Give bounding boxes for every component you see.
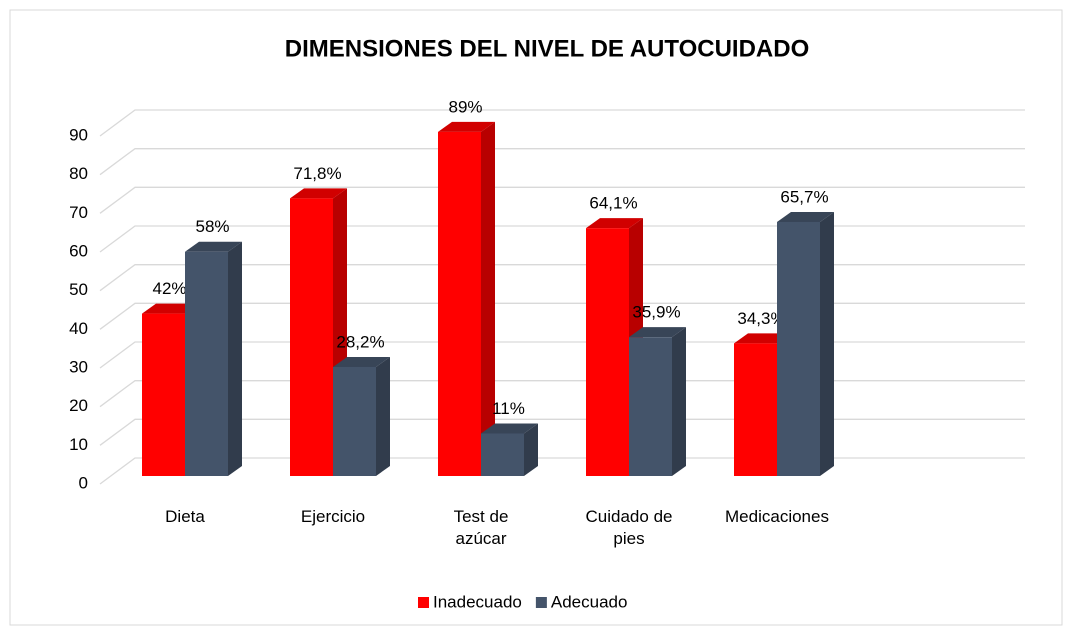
- x-tick-label: Test de azúcar: [453, 507, 509, 548]
- bar: [333, 366, 376, 476]
- y-tick-label: 30: [69, 357, 88, 376]
- bar-top: [290, 188, 347, 199]
- x-tick-label: Dieta: [165, 507, 205, 526]
- grid-line: [99, 264, 1025, 292]
- data-label: 35,9%: [632, 303, 680, 322]
- y-tick-label: 70: [69, 203, 88, 222]
- bar-side: [376, 356, 390, 476]
- legend-swatch: [535, 597, 547, 608]
- data-label: 89%: [448, 97, 482, 116]
- y-tick-label: 80: [69, 164, 88, 183]
- bar-top: [185, 241, 242, 252]
- bar-side: [820, 211, 834, 476]
- data-label: 65,7%: [780, 187, 828, 206]
- bar: [142, 313, 185, 476]
- bar: [481, 433, 524, 476]
- legend-label: Adecuado: [551, 592, 628, 611]
- x-tick-label: Medicaciones: [725, 507, 829, 526]
- grid-line: [99, 380, 1025, 408]
- y-tick-label: 60: [69, 241, 88, 260]
- data-label: 34,3%: [737, 309, 785, 328]
- grid-line: [99, 341, 1025, 369]
- bar: [734, 343, 777, 476]
- chart-title: DIMENSIONES DEL NIVEL DE AUTOCUIDADO: [285, 35, 810, 62]
- bar-top: [734, 333, 791, 344]
- data-label: 11%: [492, 399, 525, 418]
- grid-line: [99, 109, 1025, 137]
- bar-side: [481, 121, 495, 476]
- bar: [777, 221, 820, 476]
- bar: [586, 228, 629, 476]
- data-label: 42%: [152, 279, 186, 298]
- data-label: 28,2%: [336, 332, 384, 351]
- bar: [185, 251, 228, 476]
- data-label: 71,8%: [293, 164, 341, 183]
- bar: [629, 337, 672, 476]
- bar-top: [777, 211, 834, 222]
- legend-label: Inadecuado: [433, 592, 522, 611]
- bar-side: [672, 327, 686, 476]
- bar-top: [142, 303, 199, 314]
- bar-top: [333, 356, 390, 367]
- grid-line: [99, 225, 1025, 253]
- bar-top: [586, 218, 643, 229]
- bar: [290, 198, 333, 476]
- x-tick-label: Cuidado de pies: [585, 507, 673, 548]
- data-label: 58%: [195, 217, 229, 236]
- bar-top: [481, 423, 538, 434]
- grid-line: [99, 418, 1025, 446]
- y-tick-label: 0: [79, 473, 88, 492]
- y-tick-label: 50: [69, 280, 88, 299]
- data-label: 64,1%: [589, 194, 637, 213]
- bar-top: [629, 327, 686, 338]
- bar: [438, 131, 481, 476]
- bar-side: [228, 241, 242, 476]
- grid-line: [99, 457, 1025, 485]
- y-tick-label: 40: [69, 319, 88, 338]
- y-tick-label: 20: [69, 396, 88, 415]
- grid-line: [99, 302, 1025, 330]
- bar-top: [438, 121, 495, 132]
- grid-line: [99, 148, 1025, 176]
- bar-side: [524, 423, 538, 476]
- legend-swatch: [418, 597, 429, 608]
- y-tick-label: 10: [69, 435, 88, 454]
- grid-line: [99, 186, 1025, 214]
- x-tick-label: Ejercicio: [300, 507, 366, 526]
- y-tick-label: 90: [69, 125, 88, 144]
